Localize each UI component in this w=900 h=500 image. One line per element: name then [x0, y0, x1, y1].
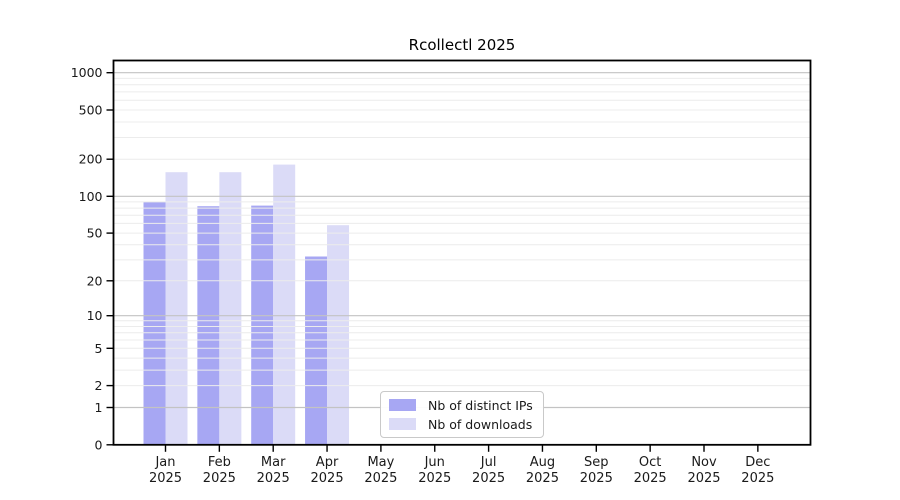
x-tick-label-year: 2025 — [203, 471, 236, 486]
x-tick-label-year: 2025 — [364, 471, 397, 486]
bar-distinct-ips-feb — [197, 206, 220, 445]
y-tick-label: 200 — [79, 152, 103, 167]
x-tick-label-month: Feb — [208, 455, 231, 470]
x-tick-label-month: Jun — [424, 455, 445, 470]
legend-item-downloads: Nb of downloads — [389, 417, 535, 432]
y-tick-label: 1 — [95, 400, 103, 415]
x-tick-label-year: 2025 — [472, 471, 505, 486]
plot-border — [112, 59, 812, 446]
x-tick-label-month: Apr — [316, 455, 339, 470]
x-tick-label-year: 2025 — [526, 471, 559, 486]
bar-distinct-ips-jan — [143, 201, 166, 445]
y-tick-label: 500 — [79, 103, 103, 118]
y-tick-label: 10 — [87, 308, 103, 323]
y-tick-label: 100 — [79, 189, 103, 204]
x-tick-label-year: 2025 — [741, 471, 774, 486]
x-tick-label-month: Mar — [261, 455, 286, 470]
bar-downloads-apr — [327, 225, 350, 445]
y-tick-label: 0 — [95, 437, 103, 452]
x-tick-label-month: Oct — [639, 455, 661, 470]
y-tick-label: 2 — [95, 378, 103, 393]
legend-swatch-distinct-ips — [389, 399, 416, 411]
y-tick-label: 5 — [95, 341, 103, 356]
y-tick-label: 50 — [87, 226, 103, 241]
x-tick-label-month: Sep — [584, 455, 609, 470]
x-tick-label-year: 2025 — [149, 471, 182, 486]
x-tick-label-month: Jul — [480, 455, 497, 470]
x-tick-label-month: Nov — [691, 455, 717, 470]
x-tick-label-year: 2025 — [311, 471, 344, 486]
x-tick-label-month: Jan — [154, 455, 175, 470]
x-tick-label-year: 2025 — [257, 471, 290, 486]
x-tick-label-year: 2025 — [634, 471, 667, 486]
y-tick-label: 20 — [87, 273, 103, 288]
x-tick-label-year: 2025 — [687, 471, 720, 486]
bar-distinct-ips-mar — [251, 205, 274, 445]
legend-item-distinct-ips: Nb of distinct IPs — [389, 398, 535, 413]
bar-downloads-jan — [165, 172, 188, 445]
y-tick-label: 1000 — [71, 65, 103, 80]
x-tick-label-month: May — [367, 455, 394, 470]
x-tick-label-year: 2025 — [580, 471, 613, 486]
bar-distinct-ips-apr — [305, 256, 328, 445]
x-tick-label-month: Dec — [745, 455, 770, 470]
legend: Nb of distinct IPs Nb of downloads — [380, 391, 544, 438]
legend-swatch-downloads — [389, 418, 416, 430]
x-tick-label-month: Aug — [530, 455, 555, 470]
legend-label-downloads: Nb of downloads — [428, 416, 533, 432]
chart-title: Rcollectl 2025 — [408, 36, 516, 54]
x-tick-label-year: 2025 — [418, 471, 451, 486]
bar-downloads-feb — [219, 172, 242, 445]
bar-downloads-mar — [273, 164, 296, 445]
legend-label-distinct-ips: Nb of distinct IPs — [428, 397, 533, 413]
